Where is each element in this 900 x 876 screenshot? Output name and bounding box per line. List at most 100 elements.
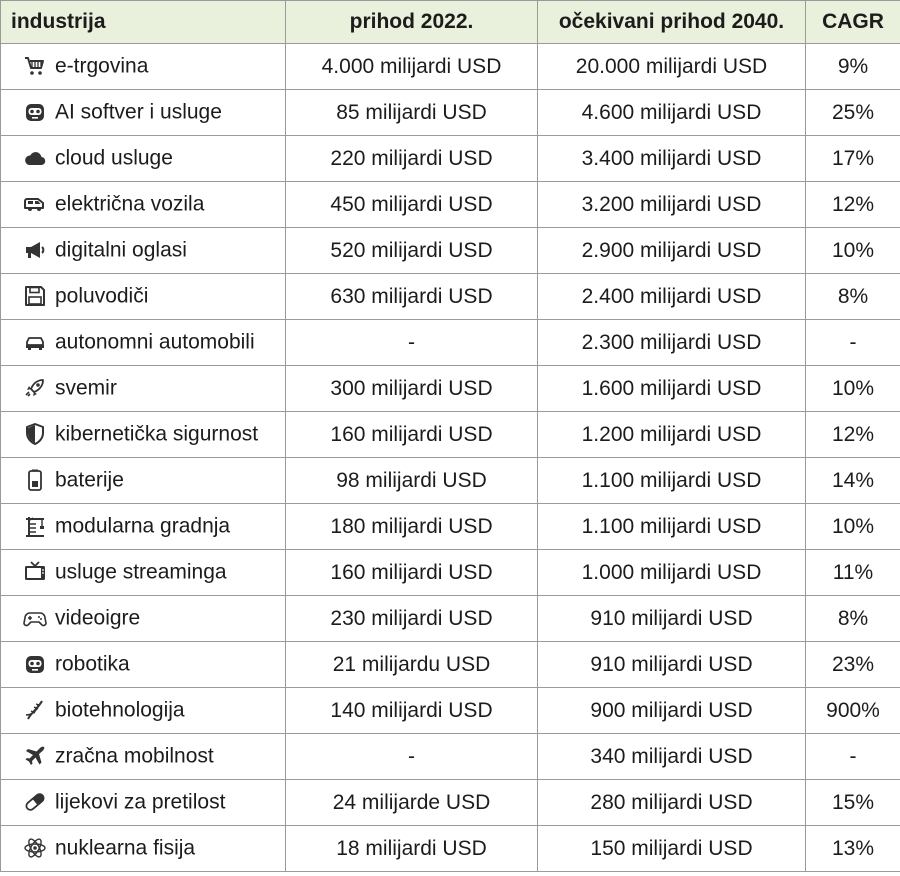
industry-cell: baterije xyxy=(0,457,286,504)
header-industry: industrija xyxy=(0,0,286,44)
industry-name: autonomni automobili xyxy=(55,330,255,354)
revenue-2040-cell: 910 milijardi USD xyxy=(537,641,806,688)
dna-icon xyxy=(23,698,47,722)
cagr-cell: 14% xyxy=(805,457,900,504)
header-revenue-2022: prihod 2022. xyxy=(285,0,538,44)
cagr-cell: 12% xyxy=(805,411,900,458)
cagr-cell: 13% xyxy=(805,825,900,872)
atom-icon xyxy=(23,836,47,860)
table-row: lijekovi za pretilost 24 milijarde USD 280… xyxy=(0,779,900,826)
industry-name: lijekovi za pretilost xyxy=(55,790,226,814)
revenue-2040-cell: 340 milijardi USD xyxy=(537,733,806,780)
table-row: digitalni oglasi 520 milijardi USD 2.900 m… xyxy=(0,227,900,274)
header-revenue-2040: očekivani prihod 2040. xyxy=(537,0,806,44)
industry-name: biotehnologija xyxy=(55,698,185,722)
revenue-2040-cell: 2.900 milijardi USD xyxy=(537,227,806,274)
pill-icon xyxy=(23,790,47,814)
revenue-2022-cell: 450 milijardi USD xyxy=(285,181,538,228)
revenue-2022-cell: 300 milijardi USD xyxy=(285,365,538,412)
revenue-2040-cell: 280 milijardi USD xyxy=(537,779,806,826)
industry-name: svemir xyxy=(55,376,117,400)
revenue-2040-cell: 900 milijardi USD xyxy=(537,687,806,734)
cagr-cell: - xyxy=(805,319,900,366)
revenue-2022-cell: - xyxy=(285,319,538,366)
revenue-2022-cell: 85 milijardi USD xyxy=(285,89,538,136)
cagr-cell: 25% xyxy=(805,89,900,136)
industry-cell: autonomni automobili xyxy=(0,319,286,366)
table-row: svemir 300 milijardi USD 1.600 milijardi U… xyxy=(0,365,900,412)
table-row: videoigre 230 milijardi USD 910 milijardi … xyxy=(0,595,900,642)
industry-name: poluvodiči xyxy=(55,284,149,308)
industry-cell: AI softver i usluge xyxy=(0,89,286,136)
shield-icon xyxy=(23,422,47,446)
industry-cell: digitalni oglasi xyxy=(0,227,286,274)
revenue-2022-cell: 220 milijardi USD xyxy=(285,135,538,182)
industry-cell: e-trgovina xyxy=(0,43,286,90)
revenue-2040-cell: 4.600 milijardi USD xyxy=(537,89,806,136)
industry-cell: modularna gradnja xyxy=(0,503,286,550)
table-row: baterije 98 milijardi USD 1.100 milijardi … xyxy=(0,457,900,504)
floppy-disk-icon xyxy=(23,284,47,308)
cagr-cell: 23% xyxy=(805,641,900,688)
cagr-cell: 11% xyxy=(805,549,900,596)
cagr-cell: 10% xyxy=(805,227,900,274)
table-row: AI softver i usluge 85 milijardi USD 4.600… xyxy=(0,89,900,136)
industry-name: e-trgovina xyxy=(55,54,149,78)
revenue-2022-cell: 230 milijardi USD xyxy=(285,595,538,642)
revenue-2022-cell: 18 milijardi USD xyxy=(285,825,538,872)
revenue-2022-cell: 140 milijardi USD xyxy=(285,687,538,734)
industry-name: AI softver i usluge xyxy=(55,100,222,124)
industry-cell: cloud usluge xyxy=(0,135,286,182)
revenue-2022-cell: - xyxy=(285,733,538,780)
table-row: autonomni automobili -2.300 milijardi USD… xyxy=(0,319,900,366)
table-row: kibernetička sigurnost 160 milijardi USD 1… xyxy=(0,411,900,458)
table-row: zračna mobilnost -340 milijardi USD - xyxy=(0,733,900,780)
table-row: cloud usluge 220 milijardi USD 3.400 milij… xyxy=(0,135,900,182)
revenue-2022-cell: 98 milijardi USD xyxy=(285,457,538,504)
revenue-2022-cell: 21 milijardu USD xyxy=(285,641,538,688)
revenue-2040-cell: 1.100 milijardi USD xyxy=(537,503,806,550)
industry-name: robotika xyxy=(55,652,130,676)
airplane-icon xyxy=(23,744,47,768)
revenue-2040-cell: 20.000 milijardi USD xyxy=(537,43,806,90)
revenue-2022-cell: 160 milijardi USD xyxy=(285,549,538,596)
table-row: električna vozila 450 milijardi USD 3.200 … xyxy=(0,181,900,228)
revenue-2022-cell: 160 milijardi USD xyxy=(285,411,538,458)
industry-cell: svemir xyxy=(0,365,286,412)
robot-icon xyxy=(23,100,47,124)
megaphone-icon xyxy=(23,238,47,262)
revenue-2022-cell: 24 milijarde USD xyxy=(285,779,538,826)
industry-name: baterije xyxy=(55,468,124,492)
revenue-2022-cell: 180 milijardi USD xyxy=(285,503,538,550)
shopping-cart-icon xyxy=(23,54,47,78)
robot-icon xyxy=(23,652,47,676)
table-row: nuklearna fisija 18 milijardi USD 150 mili… xyxy=(0,825,900,872)
industry-cell: lijekovi za pretilost xyxy=(0,779,286,826)
revenue-2040-cell: 910 milijardi USD xyxy=(537,595,806,642)
industry-name: električna vozila xyxy=(55,192,205,216)
cagr-cell: 8% xyxy=(805,595,900,642)
cagr-cell: 8% xyxy=(805,273,900,320)
gamepad-icon xyxy=(23,606,47,630)
revenue-2022-cell: 630 milijardi USD xyxy=(285,273,538,320)
revenue-2022-cell: 520 milijardi USD xyxy=(285,227,538,274)
industry-name: videoigre xyxy=(55,606,141,630)
revenue-2040-cell: 1.100 milijardi USD xyxy=(537,457,806,504)
header-cagr: CAGR xyxy=(805,0,900,44)
revenue-2040-cell: 3.200 milijardi USD xyxy=(537,181,806,228)
industry-cell: poluvodiči xyxy=(0,273,286,320)
cagr-cell: 15% xyxy=(805,779,900,826)
industry-name: usluge streaminga xyxy=(55,560,227,584)
revenue-2040-cell: 1.000 milijardi USD xyxy=(537,549,806,596)
table-row: robotika 21 milijardu USD 910 milijardi US… xyxy=(0,641,900,688)
table-row: biotehnologija 140 milijardi USD 900 milij… xyxy=(0,687,900,734)
cloud-icon xyxy=(23,146,47,170)
rocket-icon xyxy=(23,376,47,400)
industry-cell: nuklearna fisija xyxy=(0,825,286,872)
van-icon xyxy=(23,192,47,216)
table-row: usluge streaminga 160 milijardi USD 1.000 … xyxy=(0,549,900,596)
battery-phone-icon xyxy=(23,468,47,492)
car-icon xyxy=(23,330,47,354)
revenue-2040-cell: 2.300 milijardi USD xyxy=(537,319,806,366)
